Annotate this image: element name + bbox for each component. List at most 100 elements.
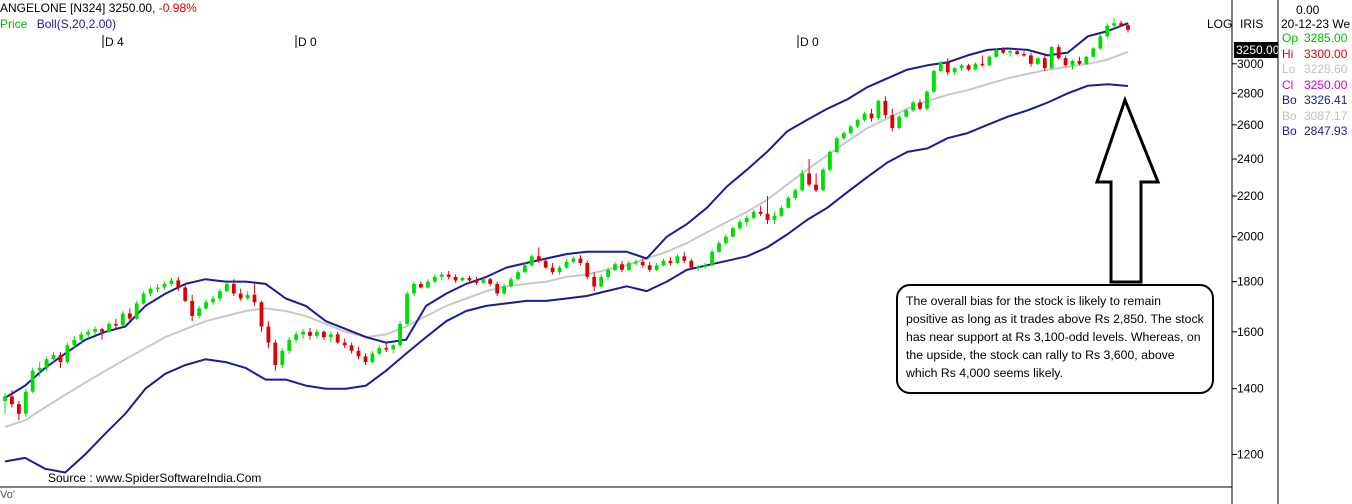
candle-body: [800, 173, 805, 191]
candle-body: [183, 287, 188, 301]
iris-label[interactable]: IRIS: [1240, 17, 1264, 31]
candle-body: [453, 276, 458, 281]
candle: [384, 342, 389, 353]
candle: [356, 346, 361, 360]
candle: [1008, 49, 1012, 57]
candle: [606, 267, 610, 280]
candle-body: [294, 334, 298, 340]
candle: [932, 69, 936, 94]
log-scale-label[interactable]: LOG: [1207, 17, 1233, 31]
candle: [114, 318, 118, 330]
candle: [523, 263, 527, 274]
candle: [1049, 45, 1054, 70]
info-row-label: Bo: [1282, 108, 1297, 123]
candle: [848, 124, 853, 135]
candle: [252, 283, 257, 306]
candle: [51, 352, 56, 363]
candle: [134, 300, 139, 320]
candle-body: [876, 100, 881, 119]
candle-body: [190, 300, 195, 316]
y-tick-label: 2800: [1237, 86, 1264, 100]
candle: [592, 272, 597, 292]
candle-body: [980, 63, 985, 66]
candle: [828, 150, 832, 172]
candle-body: [10, 396, 14, 405]
candle: [675, 254, 680, 265]
candle: [911, 100, 915, 112]
candle: [308, 327, 312, 340]
candle-body: [620, 264, 624, 270]
candle-body: [606, 269, 610, 277]
candle-body: [1070, 61, 1075, 66]
date-markers: D 4 D 0 D 0: [102, 35, 819, 49]
candle-body: [751, 211, 756, 218]
candle: [668, 257, 673, 266]
candle-body: [578, 258, 583, 263]
candle-body: [897, 116, 902, 129]
candle-body: [1077, 61, 1082, 64]
candle-body: [120, 313, 125, 326]
candle: [280, 348, 285, 368]
candle: [10, 390, 14, 408]
candle-body: [107, 323, 111, 332]
candle: [23, 388, 28, 417]
candle-body: [488, 279, 493, 284]
candle: [294, 331, 298, 343]
candle: [273, 339, 278, 371]
bollinger-bands: [4, 22, 1129, 474]
candle-body: [37, 367, 42, 371]
date-marker-label: D 4: [105, 35, 124, 49]
candle-body: [786, 198, 791, 208]
candle: [1112, 18, 1116, 29]
candle-body: [550, 267, 555, 273]
candle: [328, 331, 333, 343]
candle-body: [245, 294, 250, 299]
candle-body: [211, 298, 215, 303]
volume-label: Vo': [0, 489, 15, 501]
y-tick-label: 2400: [1237, 152, 1264, 166]
candle: [890, 108, 895, 132]
candle: [744, 215, 749, 227]
candle-body: [86, 331, 91, 335]
candle-body: [100, 329, 104, 332]
candle: [1084, 55, 1089, 65]
candle: [3, 393, 7, 414]
y-tick-label: 2200: [1237, 189, 1264, 203]
info-row-label: Bo: [1282, 124, 1297, 138]
candle: [17, 401, 21, 421]
info-date: 20-12-23 We: [1281, 17, 1351, 31]
y-tick-label: 1600: [1237, 325, 1264, 339]
candle: [432, 274, 437, 283]
candle-body: [439, 274, 444, 277]
candle-body: [696, 266, 701, 268]
candle-body: [862, 113, 867, 120]
candle-body: [204, 302, 208, 309]
candle-body: [640, 261, 645, 266]
candle-body: [1126, 25, 1130, 30]
candle: [1036, 56, 1040, 66]
candle: [377, 345, 382, 355]
candle: [772, 211, 777, 225]
candle: [349, 342, 354, 354]
candle-body: [647, 265, 652, 270]
candle-body: [218, 291, 222, 299]
info-row-label: Cl: [1282, 77, 1294, 92]
info-row-value: 3250.00: [1304, 77, 1348, 92]
candle-body: [308, 331, 312, 336]
candle-body: [973, 63, 978, 70]
candle-body: [654, 265, 659, 270]
candle-body: [661, 260, 666, 266]
candle: [703, 263, 707, 269]
source-credit: Source : www.SpiderSoftwareIndia.Com: [48, 471, 262, 485]
candle-body: [169, 280, 174, 284]
candle: [72, 335, 77, 349]
candle-body: [1056, 47, 1061, 59]
candle: [945, 58, 950, 76]
candle: [620, 260, 624, 273]
candle-body: [959, 65, 964, 69]
candle-body: [1049, 47, 1054, 69]
candle-body: [828, 151, 832, 170]
candle: [495, 281, 500, 296]
candle-body: [176, 280, 181, 288]
